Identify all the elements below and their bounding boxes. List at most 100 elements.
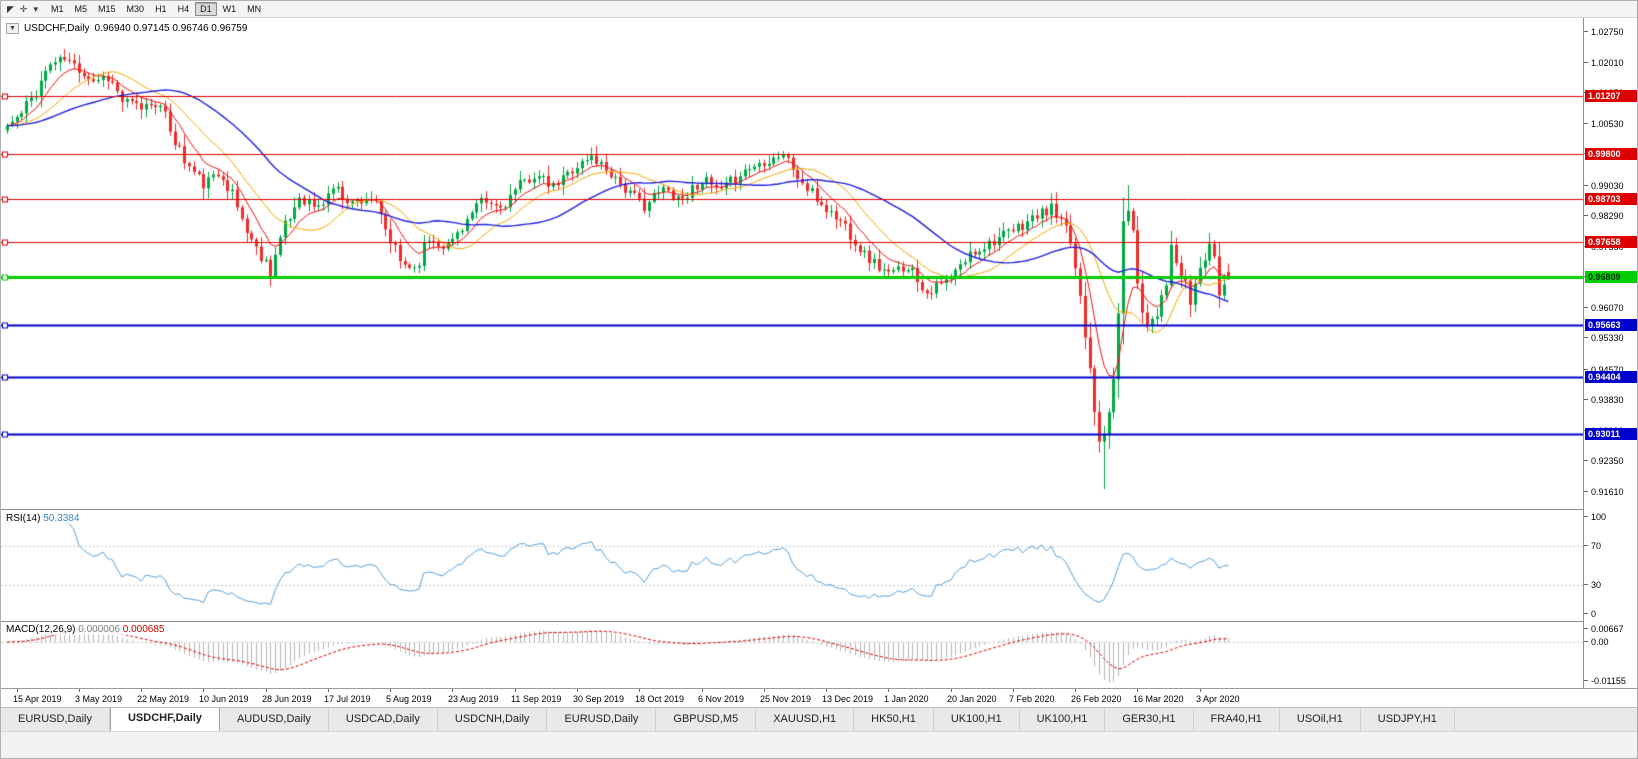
timeframe-button-w1[interactable]: W1 (222, 4, 237, 14)
price-tick-label: 0.99030 (1584, 180, 1624, 191)
date-label: 13 Dec 2019 (822, 694, 874, 704)
chart-tab-audusd-daily[interactable]: AUDUSD,Daily (219, 709, 329, 731)
date-tick (1013, 689, 1014, 692)
price-line-badge: 0.97658 (1585, 236, 1637, 249)
chart-tab-bar: EURUSD,Daily USDCHF,Daily AUDUSD,Daily USDC… (1, 707, 1637, 731)
chart-tab-fra40-h1[interactable]: FRA40,H1 (1193, 709, 1280, 731)
cursor-icon[interactable]: ◤ (7, 3, 14, 14)
main-chart-canvas[interactable] (1, 18, 1583, 509)
panel-splitter-rsi-macd[interactable] (1, 621, 1583, 622)
price-line-badge: 0.95663 (1585, 318, 1637, 331)
price-tick-label: 1.02010 (1584, 57, 1624, 68)
timeframe-buttons: M1 M5 M15 M30 H1 H4 D1 W1 MN (46, 2, 266, 16)
price-tick-label: 0.95330 (1584, 333, 1624, 344)
date-label: 7 Feb 2020 (1009, 694, 1055, 704)
chart-collapse-icon[interactable]: ▼ (6, 23, 19, 34)
date-label: 11 Sep 2019 (511, 694, 562, 704)
date-label: 28 Jun 2019 (262, 694, 312, 704)
date-label: 25 Nov 2019 (760, 694, 812, 704)
macd-signal-value: 0.000685 (122, 624, 165, 635)
chart-tab-usdchf-daily[interactable]: USDCHF,Daily (109, 708, 220, 731)
chevron-down-icon[interactable]: ▾ (33, 3, 38, 14)
timeframe-button-h4[interactable]: H4 (177, 4, 190, 14)
date-tick (452, 689, 453, 692)
panel-splitter-main-rsi[interactable] (1, 509, 1583, 510)
rsi-panel-canvas[interactable] (1, 510, 1583, 621)
rsi-name: RSI(14) (6, 513, 41, 524)
date-label: 23 Aug 2019 (448, 694, 499, 704)
timeframe-button-d1[interactable]: D1 (195, 2, 217, 16)
date-label: 20 Jan 2020 (947, 694, 997, 704)
chart-tab-ger30-h1[interactable]: GER30,H1 (1105, 709, 1194, 731)
price-line-badge: 0.93011 (1585, 428, 1637, 441)
date-axis[interactable]: 15 Apr 2019 3 May 2019 22 May 2019 10 Jun 2… (1, 689, 1637, 707)
chart-tab-usoil-h1[interactable]: USOil,H1 (1279, 709, 1361, 731)
date-label: 18 Oct 2019 (635, 694, 685, 704)
date-tick (266, 689, 267, 692)
date-label: 3 May 2019 (75, 694, 123, 704)
chart-tab-uk100-h1[interactable]: UK100,H1 (933, 709, 1020, 731)
date-tick (17, 689, 18, 692)
date-tick (702, 689, 703, 692)
date-label: 6 Nov 2019 (698, 694, 745, 704)
price-tick-label: 0.93830 (1584, 395, 1624, 406)
price-line-badge: 0.99800 (1585, 147, 1637, 160)
chart-tab-usdcad-daily[interactable]: USDCAD,Daily (328, 709, 438, 731)
macd-axis-label: 0.00 (1584, 636, 1609, 647)
date-label: 15 Apr 2019 (13, 694, 62, 704)
price-tick-label: 1.00530 (1584, 118, 1624, 129)
price-tick-label: 0.96070 (1584, 302, 1624, 313)
chart-title-overlay: ▼ USDCHF,Daily 0.96940 0.97145 0.96746 0… (6, 23, 248, 34)
price-tick-label: 0.92350 (1584, 456, 1624, 467)
macd-main-value: 0.000006 (78, 624, 120, 635)
price-tick-label: 0.94570 (1584, 365, 1624, 375)
price-line-badge: 1.01207 (1585, 89, 1637, 102)
date-tick (1137, 689, 1138, 692)
chart-tab-xauusd-h1[interactable]: XAUUSD,H1 (756, 709, 855, 731)
date-label: 26 Feb 2020 (1071, 694, 1122, 704)
date-label: 17 Jul 2019 (324, 694, 371, 704)
price-line-badge: 0.94404 (1585, 370, 1637, 383)
date-label: 3 Apr 2020 (1196, 694, 1240, 704)
price-tick-label: 0.98290 (1584, 211, 1624, 222)
macd-axis-label: -0.01155 (1584, 676, 1626, 686)
timeframe-button-m5[interactable]: M5 (74, 4, 88, 14)
timeframe-button-m1[interactable]: M1 (51, 4, 64, 14)
crosshair-icon[interactable]: ✛ (19, 3, 28, 14)
date-tick (951, 689, 952, 692)
date-tick (577, 689, 578, 692)
date-label: 16 Mar 2020 (1133, 694, 1184, 704)
chart-tab-uk100-h1[interactable]: UK100,H1 (1019, 709, 1106, 731)
rsi-current-value: 50.3384 (43, 513, 80, 524)
rsi-axis-label: 70 (1583, 541, 1602, 552)
date-tick (1200, 689, 1201, 692)
date-label: 30 Sep 2019 (573, 694, 625, 704)
timeframe-toolbar: ◤ ✛ ▾ M1 M5 M15 M30 H1 H4 D1 W1 MN (1, 1, 1637, 18)
macd-panel-canvas[interactable] (1, 622, 1583, 688)
chart-tab-gbpusd-m5[interactable]: GBPUSD,M5 (656, 709, 757, 731)
price-axis[interactable]: 1.027501.020101.012701.005300.997900.990… (1583, 18, 1637, 688)
chart-tab-usdcnh-daily[interactable]: USDCNH,Daily (437, 709, 548, 731)
chart-tab-hk50-h1[interactable]: HK50,H1 (854, 709, 934, 731)
macd-name: MACD(12,26,9) (6, 624, 76, 635)
chart-tab-eurusd-daily[interactable]: EURUSD,Daily (1, 709, 110, 731)
date-tick (764, 689, 765, 692)
date-tick (141, 689, 142, 692)
date-tick (328, 689, 329, 692)
date-axis-separator (1, 688, 1637, 689)
date-tick (515, 689, 516, 692)
date-tick (888, 689, 889, 692)
date-label: 5 Aug 2019 (386, 694, 432, 704)
timeframe-button-mn[interactable]: MN (247, 4, 262, 14)
timeframe-button-m30[interactable]: M30 (126, 4, 145, 14)
timeframe-button-m15[interactable]: M15 (98, 4, 116, 14)
chart-tab-usdjpy-h1[interactable]: USDJPY,H1 (1360, 709, 1455, 731)
chart-ohlc-values: 0.96940 0.97145 0.96746 0.96759 (94, 23, 248, 34)
timeframe-button-h1[interactable]: H1 (155, 4, 167, 14)
date-label: 1 Jan 2020 (884, 694, 929, 704)
chart-tab-eurusd-daily[interactable]: EURUSD,Daily (547, 709, 657, 731)
rsi-axis-label: 100 (1583, 512, 1607, 522)
date-tick (639, 689, 640, 692)
date-label: 22 May 2019 (137, 694, 190, 704)
